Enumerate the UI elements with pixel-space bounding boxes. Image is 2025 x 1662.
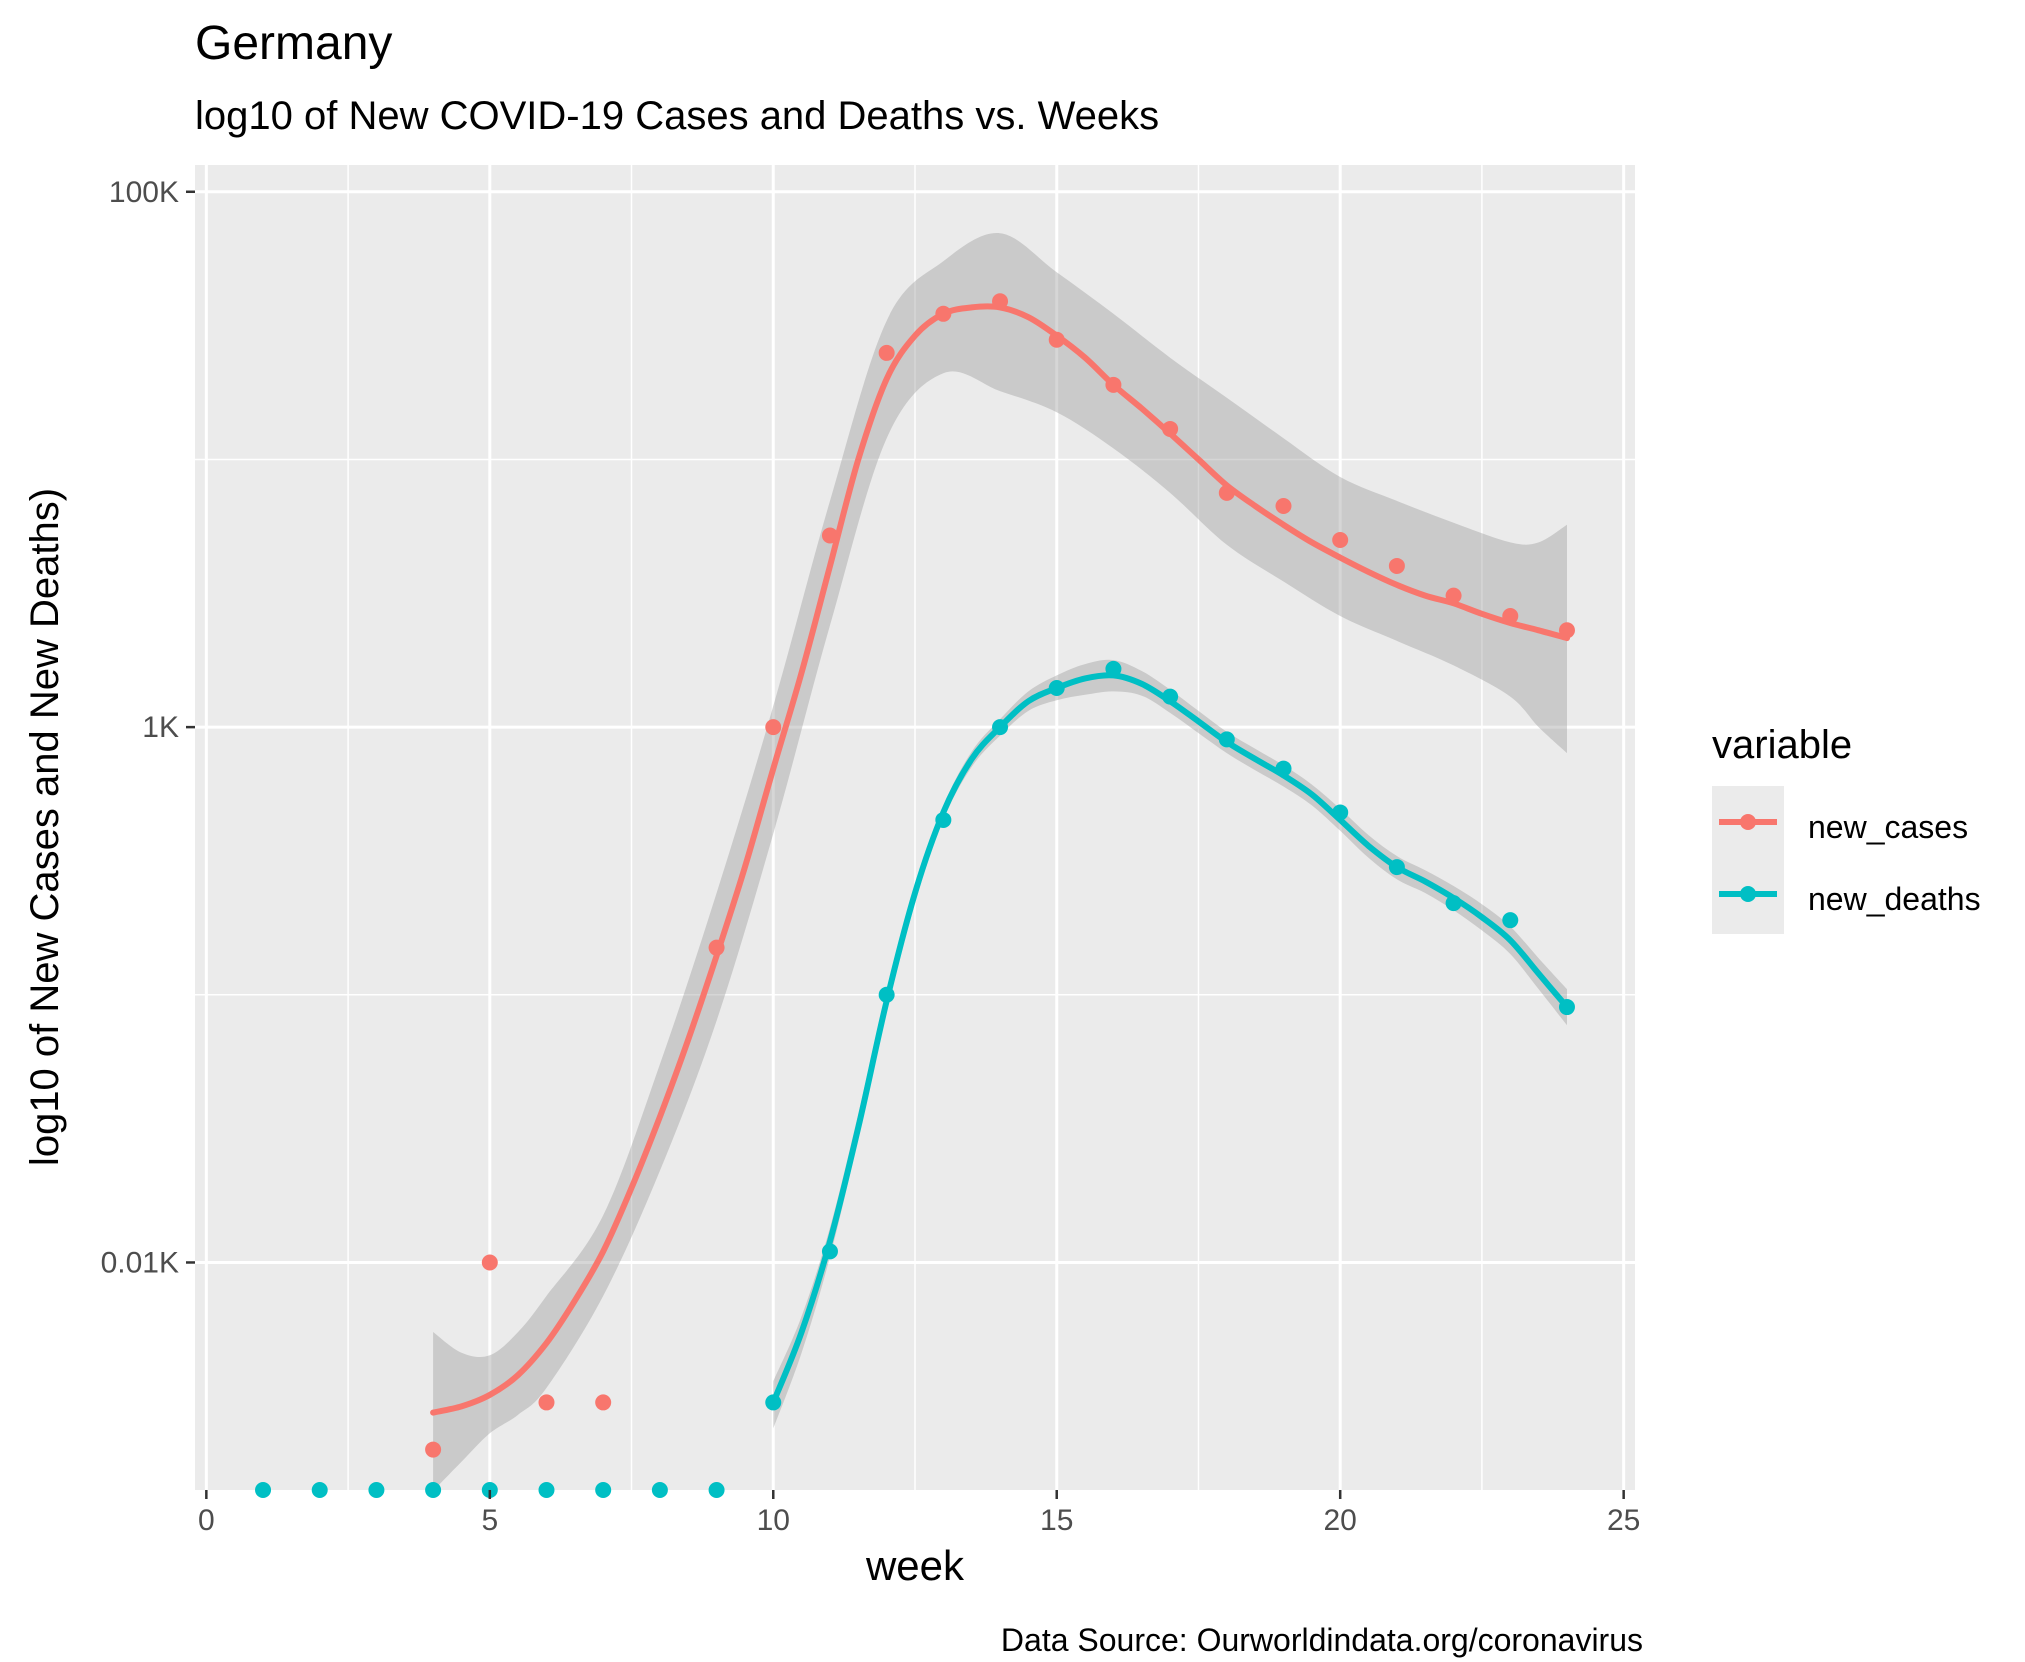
data-point-new-cases	[992, 293, 1009, 310]
x-tick-label: 5	[481, 1504, 498, 1537]
data-point-new-deaths	[1105, 660, 1122, 677]
data-point-new-deaths	[1218, 731, 1235, 748]
data-point-new-deaths	[1388, 859, 1405, 876]
legend: variable new_cases new_deaths	[1712, 723, 1981, 934]
confidence-band-new-deaths	[773, 659, 1567, 1429]
data-point-new-cases	[821, 527, 838, 544]
trend-line-new-cases	[430, 303, 1570, 1416]
x-tick-label: 25	[1607, 1504, 1640, 1537]
data-point-new-deaths	[1162, 688, 1179, 705]
legend-keys	[1719, 814, 1777, 902]
data-point-new-cases	[481, 1254, 498, 1271]
data-point-new-deaths	[1048, 680, 1065, 697]
data-point-new-cases	[595, 1394, 612, 1411]
data-point-new-cases	[1105, 376, 1122, 393]
legend-key-background	[1712, 786, 1784, 934]
data-point-new-deaths	[1445, 895, 1462, 912]
legend-key-point-new-deaths	[1740, 886, 1756, 902]
data-point-new-cases	[425, 1441, 442, 1458]
legend-label-new-deaths: new_deaths	[1808, 881, 1981, 917]
x-tick-label: 10	[757, 1504, 790, 1537]
data-point-new-deaths	[935, 811, 952, 828]
data-point-new-cases	[1162, 420, 1179, 437]
data-point-new-cases	[538, 1394, 555, 1411]
confidence-band-new-cases	[433, 233, 1568, 1491]
data-point-new-cases	[1558, 622, 1575, 639]
data-point-new-deaths	[1502, 912, 1519, 929]
data-point-new-deaths	[368, 1482, 385, 1498]
data-point-new-cases	[765, 719, 782, 736]
data-point-new-deaths	[878, 986, 895, 1003]
data-point-new-cases	[1218, 484, 1235, 501]
x-tick-label: 0	[198, 1504, 215, 1537]
data-point-new-cases	[708, 939, 725, 956]
data-point-new-deaths	[311, 1482, 328, 1498]
legend-key-point-new-cases	[1740, 814, 1756, 830]
y-tick-label: 0.01K	[101, 1246, 179, 1279]
data-point-new-deaths	[708, 1482, 725, 1498]
x-axis-label: week	[865, 1542, 965, 1589]
data-point-new-deaths	[538, 1482, 555, 1498]
data-point-new-deaths	[765, 1394, 782, 1411]
chart-subtitle: log10 of New COVID-19 Cases and Deaths v…	[195, 94, 1159, 138]
y-axis: 0.01K 1K 100K	[101, 176, 195, 1279]
chart-caption: Data Source: Ourworldindata.org/coronavi…	[1001, 1622, 1643, 1658]
legend-title: variable	[1712, 723, 1852, 767]
data-point-new-deaths	[821, 1243, 838, 1260]
data-point-new-cases	[1048, 331, 1065, 348]
data-point-new-cases	[935, 305, 952, 322]
data-point-new-cases	[1332, 532, 1349, 549]
y-tick-label: 100K	[109, 176, 179, 209]
data-point-new-deaths	[595, 1482, 612, 1498]
data-point-new-deaths	[992, 719, 1009, 736]
data-point-new-cases	[1388, 557, 1405, 574]
data-point-new-deaths	[255, 1482, 272, 1498]
x-tick-label: 15	[1040, 1504, 1073, 1537]
legend-label-new-cases: new_cases	[1808, 809, 1968, 845]
data-point-new-deaths	[425, 1482, 442, 1498]
major-gridlines	[195, 165, 1635, 1490]
minor-gridlines	[195, 165, 1635, 1490]
data-point-new-deaths	[1332, 804, 1349, 821]
data-point-new-deaths	[651, 1482, 668, 1498]
data-point-new-deaths	[1558, 999, 1575, 1016]
confidence-bands	[433, 233, 1568, 1491]
data-point-new-deaths	[1275, 760, 1292, 777]
data-point-new-cases	[1502, 608, 1519, 625]
x-tick-label: 20	[1324, 1504, 1357, 1537]
chart-title: Germany	[195, 17, 392, 70]
x-axis: 0 5 10 15 20 25	[198, 1490, 1640, 1537]
y-axis-label: log10 of New Cases and New Deaths)	[23, 488, 67, 1166]
data-point-new-cases	[878, 344, 895, 361]
data-point-new-cases	[1445, 587, 1462, 604]
data-points	[255, 293, 1575, 1498]
y-tick-label: 1K	[142, 711, 179, 744]
data-point-new-cases	[1275, 498, 1292, 515]
